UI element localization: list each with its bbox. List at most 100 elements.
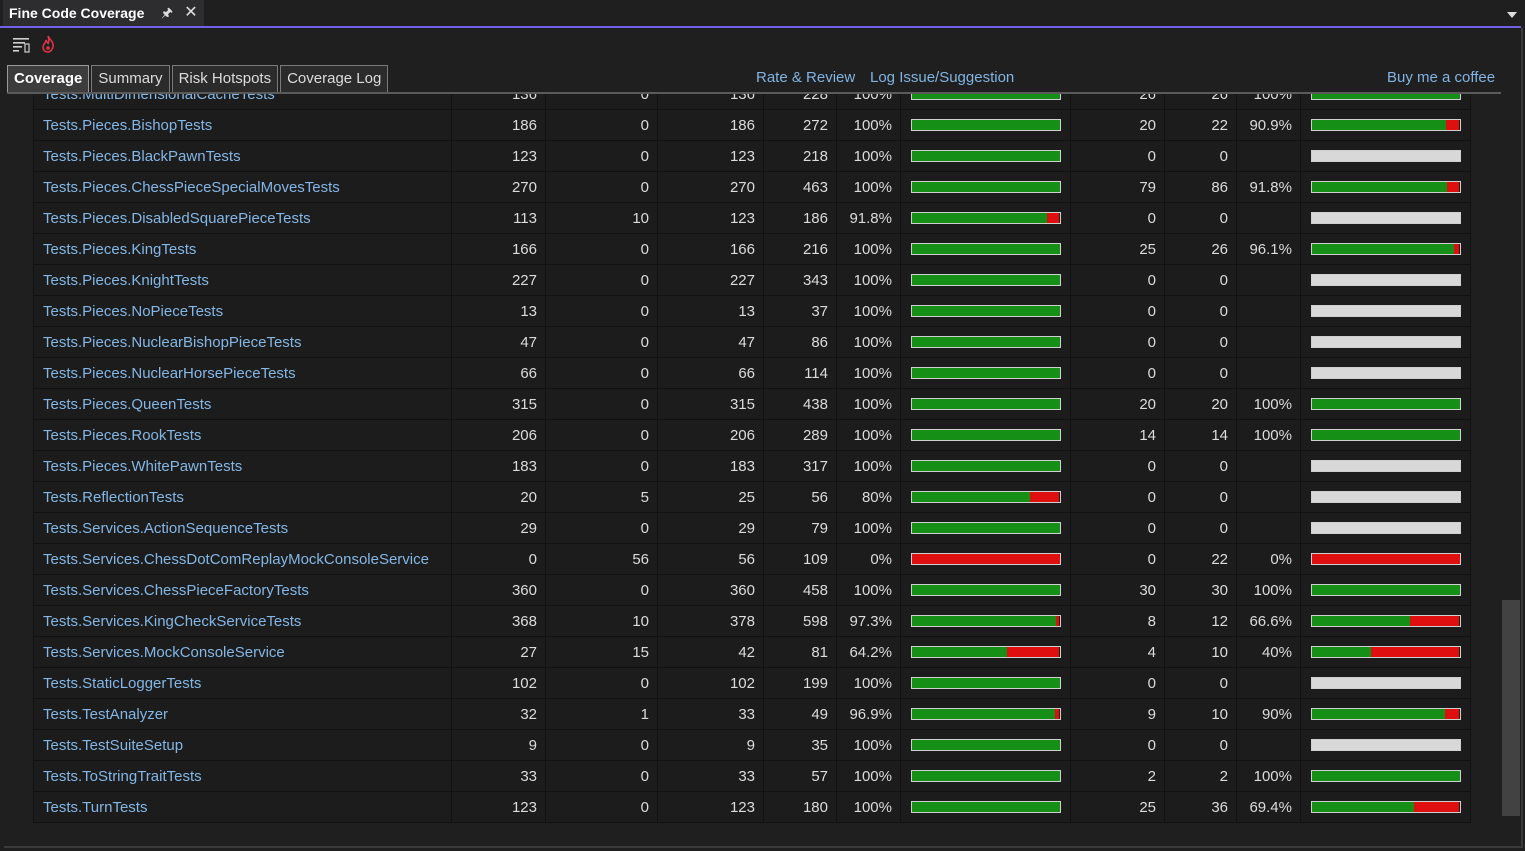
class-name-link[interactable]: Tests.Pieces.WhitePawnTests [33, 450, 452, 482]
class-name-link[interactable]: Tests.Services.MockConsoleService [33, 636, 452, 668]
class-name-link[interactable]: Tests.Pieces.NuclearBishopPieceTests [33, 326, 452, 358]
scrollbar-thumb[interactable] [1502, 600, 1520, 816]
line-coverage-bar-cell [900, 481, 1071, 513]
covered-fill [911, 740, 1060, 750]
line-coverage-bar-cell [900, 202, 1071, 234]
coverable-lines-cell: 42 [657, 636, 764, 668]
class-name-link[interactable]: Tests.Pieces.BishopTests [33, 109, 452, 141]
uncovered-lines-cell: 10 [545, 605, 658, 637]
total-branches-cell: 12 [1164, 605, 1237, 637]
uncovered-lines-cell: 0 [545, 295, 658, 327]
class-name-link[interactable]: Tests.TestAnalyzer [33, 698, 452, 730]
class-name-link[interactable]: Tests.Services.KingCheckServiceTests [33, 605, 452, 637]
class-name-link[interactable]: Tests.Services.ChessDotComReplayMockCons… [33, 543, 452, 575]
covered-branches-cell: 79 [1070, 171, 1165, 203]
line-coverage-bar-cell [900, 543, 1071, 575]
line-coverage-bar-cell [900, 698, 1071, 730]
uncovered-fill [911, 554, 1060, 564]
line-coverage-percent-cell: 96.9% [836, 698, 901, 730]
tool-window-tab[interactable]: Fine Code Coverage 🖈︎ ✕ [3, 0, 204, 26]
covered-fill [1311, 399, 1460, 409]
class-name-link[interactable]: Tests.Pieces.KnightTests [33, 264, 452, 296]
covered-fill [1311, 120, 1447, 130]
covered-lines-cell: 113 [451, 202, 546, 234]
pin-icon[interactable]: 🖈︎ [160, 5, 174, 20]
branch-coverage-percent-cell [1236, 326, 1301, 358]
table-row: Tests.Pieces.QueenTests 315 0 315 438 100% 20 2… [33, 388, 1471, 420]
line-coverage-bar-cell [900, 295, 1071, 327]
line-coverage-percent-cell: 100% [836, 140, 901, 172]
close-icon[interactable]: ✕ [184, 4, 198, 21]
branch-coverage-bar-cell [1300, 450, 1471, 482]
covered-branches-cell: 26 [1070, 94, 1165, 110]
line-coverage-bar [910, 119, 1061, 131]
covered-branches-cell: 0 [1070, 543, 1165, 575]
total-branches-cell: 0 [1164, 140, 1237, 172]
branch-coverage-percent-cell [1236, 450, 1301, 482]
class-name-link[interactable]: Tests.Pieces.NuclearHorsePieceTests [33, 357, 452, 389]
line-coverage-percent-cell: 100% [836, 94, 901, 110]
covered-fill [911, 709, 1055, 719]
uncovered-lines-cell: 0 [545, 264, 658, 296]
tab-coverage-log[interactable]: Coverage Log [280, 65, 389, 93]
branch-coverage-bar [1310, 305, 1461, 317]
branch-coverage-percent-cell [1236, 481, 1301, 513]
table-row: Tests.TestAnalyzer 32 1 33 49 96.9% 9 10 90% [33, 698, 1471, 730]
covered-fill [911, 802, 1060, 812]
buy-coffee-link[interactable]: Buy me a coffee [1387, 69, 1496, 86]
class-name-link[interactable]: Tests.Pieces.RookTests [33, 419, 452, 451]
line-coverage-bar-cell [900, 605, 1071, 637]
chevron-down-icon[interactable] [1505, 9, 1519, 21]
class-name-link[interactable]: Tests.StaticLoggerTests [33, 667, 452, 699]
class-name-link[interactable]: Tests.ReflectionTests [33, 481, 452, 513]
log-issue-link[interactable]: Log Issue/Suggestion [870, 69, 1015, 86]
covered-lines-cell: 186 [451, 109, 546, 141]
branch-coverage-percent-cell: 100% [1236, 760, 1301, 792]
class-name-link[interactable]: Tests.Pieces.DisabledSquarePieceTests [33, 202, 452, 234]
branch-coverage-bar [1310, 274, 1461, 286]
tabs-baseline [7, 92, 1501, 94]
branch-coverage-percent-cell [1236, 512, 1301, 544]
line-coverage-bar-cell [900, 357, 1071, 389]
class-name-link[interactable]: Tests.Services.ChessPieceFactoryTests [33, 574, 452, 606]
class-name-link[interactable]: Tests.Pieces.ChessPieceSpecialMovesTests [33, 171, 452, 203]
line-coverage-bar-cell [900, 109, 1071, 141]
table-row: Tests.Pieces.ChessPieceSpecialMovesTests… [33, 171, 1471, 203]
table-row: Tests.TurnTests 123 0 123 180 100% 25 36 69.4% [33, 791, 1471, 823]
class-name-link[interactable]: Tests.Pieces.KingTests [33, 233, 452, 265]
line-coverage-bar [910, 181, 1061, 193]
covered-lines-cell: 20 [451, 481, 546, 513]
line-coverage-bar [910, 336, 1061, 348]
covered-lines-cell: 66 [451, 357, 546, 389]
table-row: Tests.Pieces.BishopTests 186 0 186 272 100% 20… [33, 109, 1471, 141]
branch-coverage-bar-cell [1300, 357, 1471, 389]
coverable-lines-cell: 56 [657, 543, 764, 575]
settings-list-icon[interactable] [11, 34, 31, 54]
uncovered-fill [1444, 709, 1460, 719]
coverage-report-panel[interactable]: Tests.MultiDimensionalCacheTests 136 0 136 2… [4, 94, 1500, 844]
class-name-link[interactable]: Tests.ToStringTraitTests [33, 760, 452, 792]
total-branches-cell: 0 [1164, 729, 1237, 761]
line-coverage-bar [910, 274, 1061, 286]
tab-coverage[interactable]: Coverage [7, 65, 90, 93]
rate-review-link[interactable]: Rate & Review [756, 69, 856, 86]
total-lines-cell: 463 [763, 171, 837, 203]
class-name-link[interactable]: Tests.TurnTests [33, 791, 452, 823]
branch-coverage-percent-cell [1236, 295, 1301, 327]
total-lines-cell: 228 [763, 94, 837, 110]
class-name-link[interactable]: Tests.TestSuiteSetup [33, 729, 452, 761]
class-name-link[interactable]: Tests.MultiDimensionalCacheTests [33, 94, 452, 110]
class-name-link[interactable]: Tests.Services.ActionSequenceTests [33, 512, 452, 544]
total-branches-cell: 14 [1164, 419, 1237, 451]
branch-coverage-bar-cell [1300, 791, 1471, 823]
class-name-link[interactable]: Tests.Pieces.BlackPawnTests [33, 140, 452, 172]
class-name-link[interactable]: Tests.Pieces.QueenTests [33, 388, 452, 420]
line-coverage-percent-cell: 91.8% [836, 202, 901, 234]
tab-risk-hotspots[interactable]: Risk Hotspots [171, 65, 279, 93]
branch-coverage-percent-cell: 100% [1236, 388, 1301, 420]
class-name-link[interactable]: Tests.Pieces.NoPieceTests [33, 295, 452, 327]
tab-summary[interactable]: Summary [91, 65, 170, 93]
hot-flame-icon[interactable] [38, 34, 58, 54]
covered-branches-cell: 25 [1070, 233, 1165, 265]
line-coverage-bar [910, 615, 1061, 627]
